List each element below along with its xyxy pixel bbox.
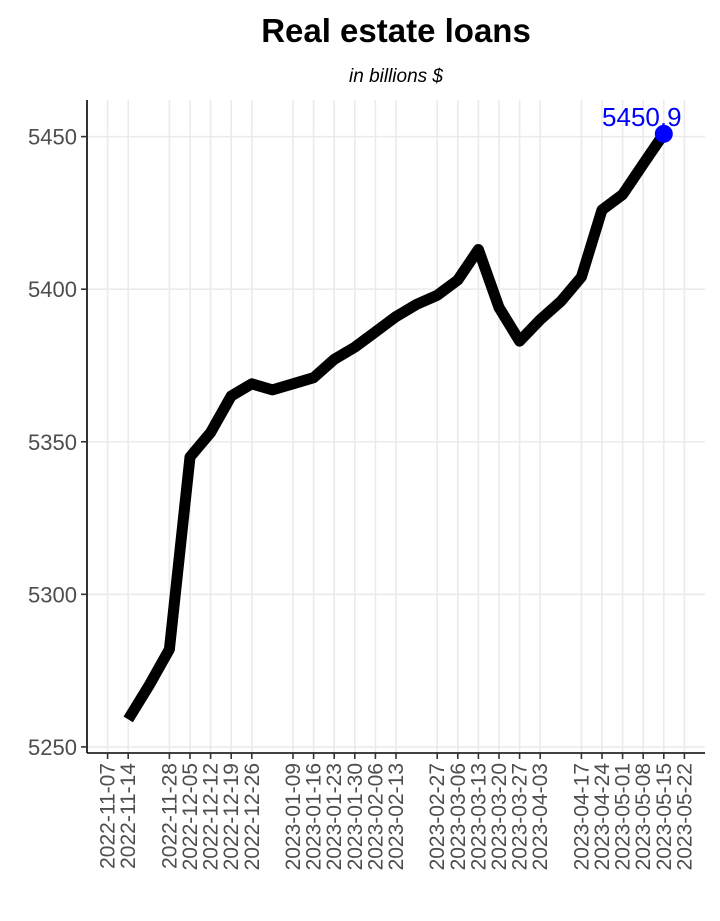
x-tick-label: 2023-05-08 — [632, 763, 655, 870]
chart-subtitle: in billions $ — [349, 66, 443, 87]
y-axis-ticks: 5250 5300 5350 5400 5450 — [28, 125, 87, 760]
x-tick-label: 2022-12-19 — [220, 763, 243, 870]
y-tick-label: 5450 — [28, 125, 77, 150]
x-tick-label: 2022-12-12 — [200, 763, 223, 870]
x-tick-label: 2023-03-20 — [488, 763, 511, 870]
x-tick-label: 2023-03-13 — [467, 763, 490, 870]
x-tick-label: 2023-01-16 — [303, 763, 326, 870]
x-tick-label: 2023-01-23 — [323, 763, 346, 870]
x-tick-label: 2022-11-14 — [117, 763, 140, 869]
x-tick-label: 2023-05-15 — [653, 763, 676, 870]
y-tick-label: 5300 — [28, 582, 77, 607]
grid — [87, 100, 705, 753]
x-tick-label: 2023-03-27 — [509, 763, 532, 870]
x-tick-label: 2022-11-28 — [158, 763, 181, 869]
x-tick-label: 2023-04-03 — [529, 763, 552, 870]
highlight-point — [654, 124, 673, 143]
y-tick-label: 5250 — [28, 735, 77, 760]
x-tick-label: 2023-04-24 — [591, 763, 614, 871]
x-tick-label: 2022-11-07 — [97, 763, 120, 869]
x-tick-label: 2023-01-30 — [344, 763, 367, 870]
x-tick-label: 2023-01-09 — [282, 763, 305, 870]
x-tick-label: 2023-02-27 — [426, 763, 449, 870]
x-tick-label: 2023-02-13 — [385, 763, 408, 870]
highlight-label: 5450.9 — [602, 102, 682, 132]
x-tick-label: 2022-12-05 — [179, 763, 202, 870]
series-line-group — [123, 130, 669, 723]
x-tick-label: 2023-05-01 — [612, 763, 635, 870]
x-tick-label: 2023-02-06 — [364, 763, 387, 870]
chart-title: Real estate loans — [261, 12, 531, 49]
x-tick-label: 2023-03-06 — [447, 763, 470, 870]
y-tick-label: 5350 — [28, 430, 77, 455]
x-tick-label: 2023-04-17 — [570, 763, 593, 870]
y-tick-label: 5400 — [28, 277, 77, 302]
series-line — [123, 130, 669, 723]
x-tick-label: 2023-05-22 — [673, 763, 696, 870]
x-tick-label: 2022-12-26 — [241, 763, 264, 870]
highlight-group: 5450.9 — [602, 102, 682, 143]
